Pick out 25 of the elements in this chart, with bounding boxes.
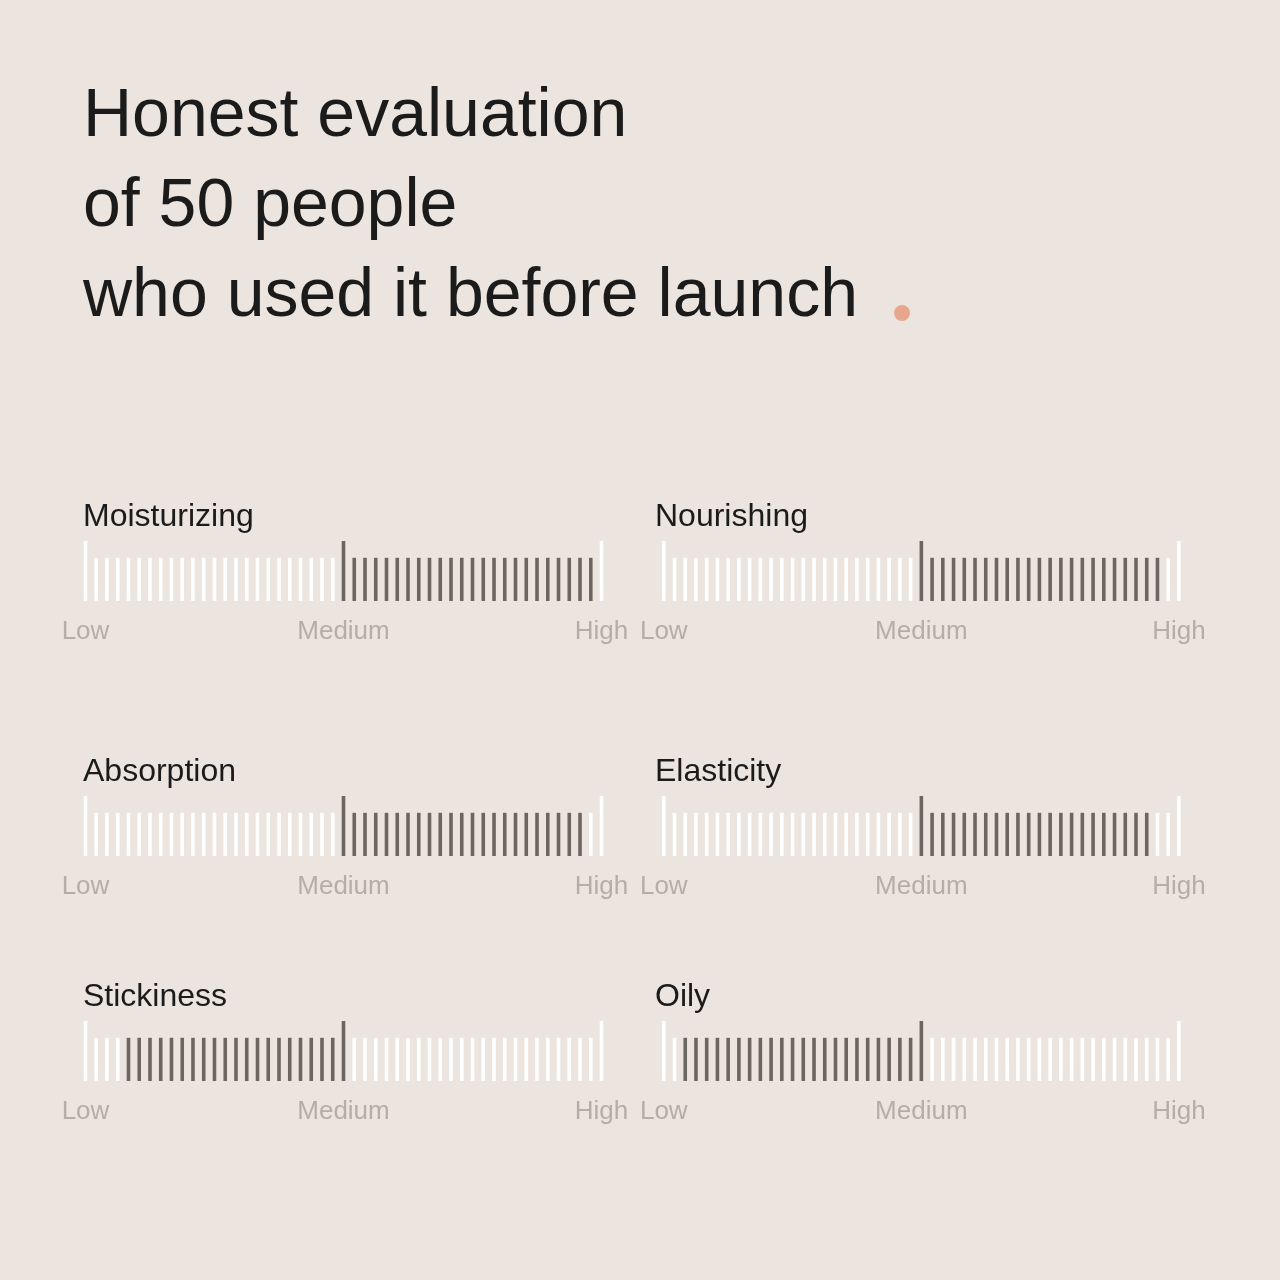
x-tick-label: High xyxy=(1152,870,1206,900)
chart-title: Elasticity xyxy=(655,752,782,788)
x-tick-label: High xyxy=(1152,615,1206,645)
chart-title: Oily xyxy=(655,977,711,1013)
x-tick-label: Low xyxy=(61,870,110,900)
x-tick-label: Low xyxy=(61,1095,110,1125)
x-tick-label: High xyxy=(574,870,629,900)
x-tick-label: Low xyxy=(639,870,688,900)
x-tick-label: Medium xyxy=(297,1095,390,1125)
x-tick-label: High xyxy=(574,615,629,645)
text: Honest evaluation of 50 people who used it before launch xyxy=(83,74,858,330)
x-tick-label: Low xyxy=(61,615,110,645)
x-tick-label: Low xyxy=(639,615,688,645)
chart-title: Moisturizing xyxy=(83,497,254,533)
x-tick-label: Medium xyxy=(875,870,968,900)
x-tick-label: Medium xyxy=(297,870,390,900)
x-tick-label: Medium xyxy=(875,1095,968,1125)
x-tick-label: High xyxy=(574,1095,629,1125)
x-tick-label: High xyxy=(1152,1095,1206,1125)
x-tick-label: Medium xyxy=(297,615,390,645)
chart-title: Absorption xyxy=(83,752,236,788)
chart-title: Nourishing xyxy=(655,497,808,533)
x-tick-label: Low xyxy=(639,1095,688,1125)
chart-title: Stickiness xyxy=(83,977,228,1013)
x-tick-label: Medium xyxy=(875,615,968,645)
